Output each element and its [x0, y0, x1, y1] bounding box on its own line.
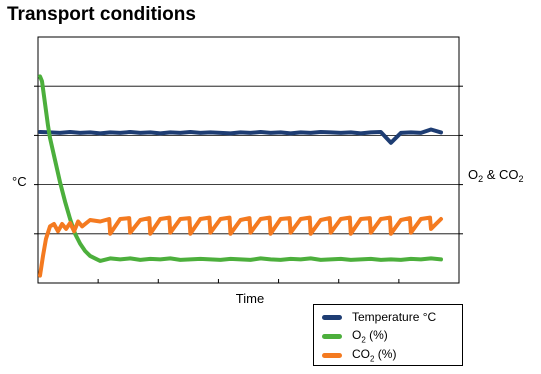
- legend-label-co2-part: CO: [352, 347, 370, 361]
- legend-label-co2-unit: (%): [374, 347, 396, 361]
- legend-item-temperature: Temperature °C: [322, 308, 436, 326]
- legend-label-o2-part: O: [352, 328, 361, 342]
- legend-label-o2-unit: (%): [366, 328, 388, 342]
- series-o2: [40, 76, 441, 261]
- legend-swatch-temperature: [322, 315, 342, 320]
- legend-swatch-co2: [322, 353, 342, 358]
- y-axis-label-right: O2 & CO2: [468, 167, 524, 184]
- legend-item-o2: O2 (%): [322, 327, 388, 345]
- series-layer: [40, 76, 441, 275]
- y-axis-label-right-sub: 2: [519, 174, 524, 184]
- grid-layer: [38, 86, 459, 234]
- legend: Temperature °C O2 (%) CO2 (%): [313, 304, 463, 366]
- y-axis-label-right-part: O: [468, 167, 478, 182]
- axes-layer: [34, 37, 463, 283]
- y-axis-label-right-part: & CO: [483, 167, 518, 182]
- series-temperature: [40, 130, 441, 143]
- legend-label-co2: CO2 (%): [352, 347, 396, 363]
- legend-item-co2: CO2 (%): [322, 346, 396, 364]
- plot-frame: [38, 37, 459, 283]
- legend-label-o2: O2 (%): [352, 328, 388, 344]
- x-axis-label: Time: [236, 291, 264, 306]
- y-axis-label-left: °C: [12, 174, 27, 189]
- legend-label-temperature: Temperature °C: [352, 310, 436, 324]
- legend-swatch-o2: [322, 334, 342, 339]
- series-co2: [40, 218, 441, 276]
